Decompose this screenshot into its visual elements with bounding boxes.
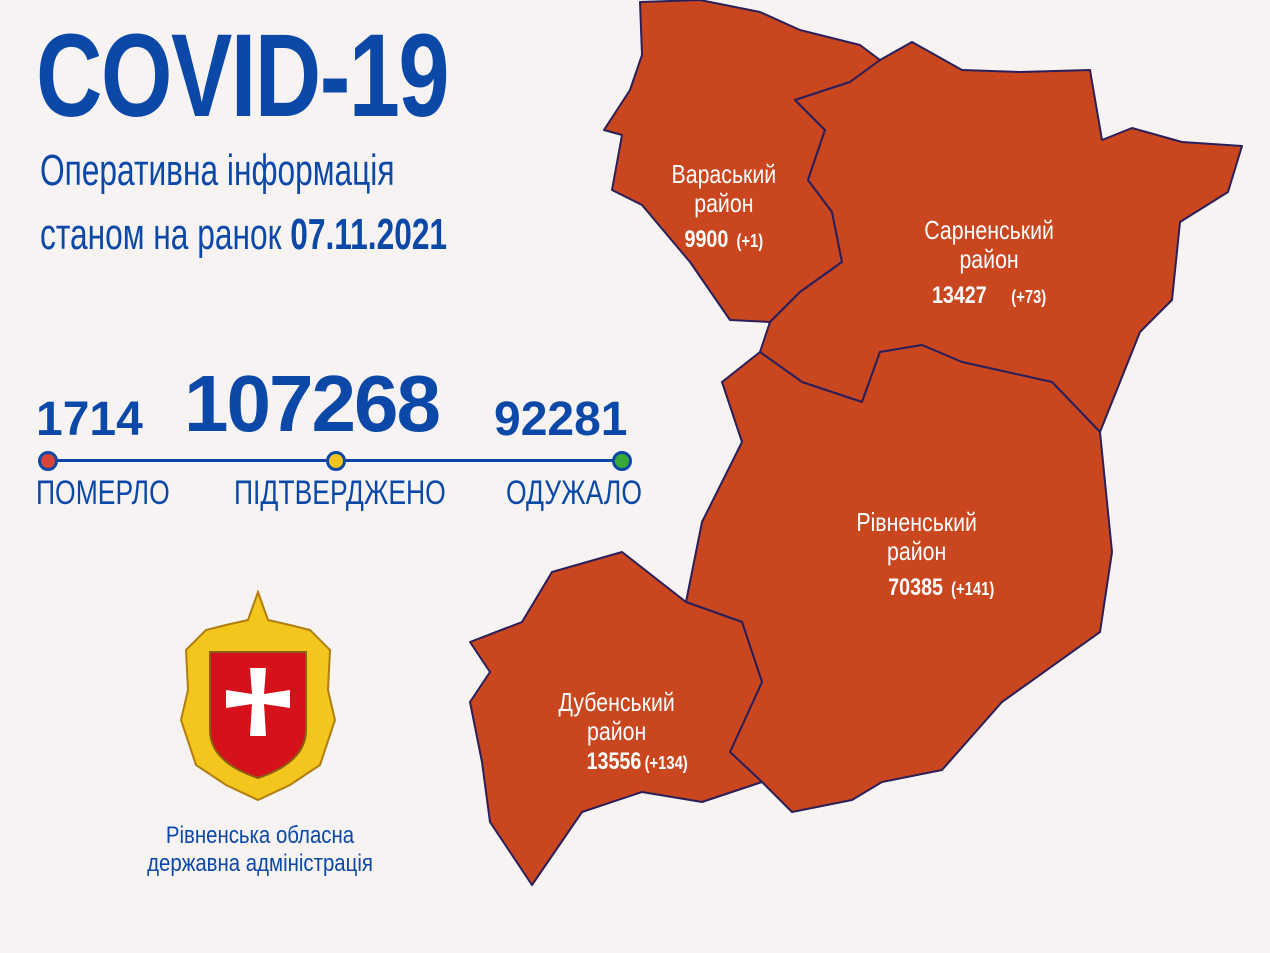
district-name: Вараський <box>671 159 777 189</box>
confirmed-label: ПІДТВЕРДЖЕНО <box>234 474 446 512</box>
district-new: (+73) <box>1011 287 1047 307</box>
district-new: (+141) <box>951 579 995 599</box>
report-date: 07.11.2021 <box>290 210 448 259</box>
district-total: 70385 <box>888 574 943 601</box>
district-name: Сарненський <box>924 215 1054 245</box>
district-label-dubenskyi: Дубенський район 13556 (+134) <box>546 687 688 778</box>
recovered-count: 92281 <box>494 393 628 446</box>
deaths-label: ПОМЕРЛО <box>36 474 170 512</box>
district-sarnenskyi[interactable] <box>759 41 1243 433</box>
date-prefix: станом на ранок <box>40 210 282 259</box>
district-dubenskyi[interactable] <box>469 551 763 886</box>
confirmed-count: 107268 <box>184 359 441 448</box>
district-name: Дубенський <box>558 687 675 717</box>
district-total: 13427 <box>931 282 987 309</box>
coat-of-arms-emblem <box>180 590 336 802</box>
recovered-dot <box>612 451 632 471</box>
district-new: (+1) <box>736 231 764 251</box>
subtitle: Оперативна інформація <box>40 146 395 195</box>
district-type: район <box>887 536 947 566</box>
district-total: 13556 <box>586 748 642 775</box>
date-line: станом на ранок 07.11.2021 <box>40 210 447 260</box>
district-type: район <box>694 188 754 218</box>
district-label-varaskyi: Вараський район 9900 (+1) <box>671 160 776 256</box>
district-rivnenskyi[interactable] <box>685 344 1113 813</box>
confirmed-dot <box>326 451 346 471</box>
district-type: район <box>587 716 647 746</box>
district-total: 9900 <box>684 226 729 253</box>
organization-line2: державна адміністрація <box>147 850 373 877</box>
district-label-sarnenskyi: Сарненський район 13427 (+73) <box>924 216 1054 312</box>
deaths-count: 1714 <box>36 393 143 446</box>
page-title: COVID-19 <box>36 10 450 142</box>
organization-name: Рівненська обласна державна адміністраці… <box>141 822 379 878</box>
deaths-dot <box>38 451 58 471</box>
district-new: (+134) <box>644 753 688 773</box>
organization-line1: Рівненська обласна <box>165 822 355 849</box>
district-type: район <box>959 244 1019 274</box>
district-name: Рівненський <box>856 507 977 537</box>
district-label-rivnenskyi: Рівненський район 70385 (+141) <box>839 508 994 604</box>
recovered-label: ОДУЖАЛО <box>506 474 642 512</box>
